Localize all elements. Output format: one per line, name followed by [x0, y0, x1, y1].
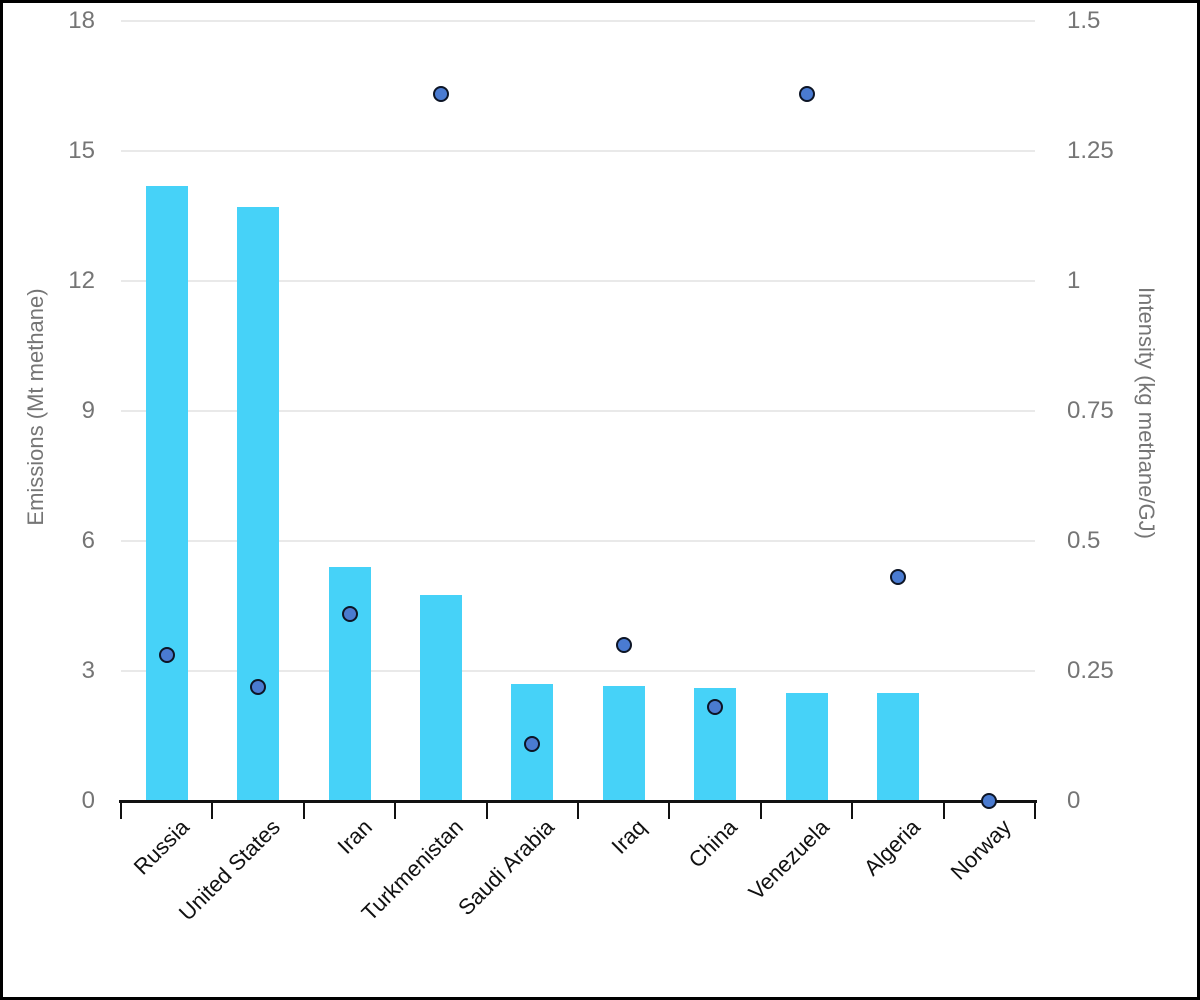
intensity-marker-iraq [615, 637, 632, 653]
x-axis-tick [942, 801, 945, 819]
gridline [121, 410, 1035, 412]
intensity-marker-turkmenistan [432, 85, 449, 102]
left-axis-tick-label: 18 [68, 7, 95, 34]
right-axis-title: Intensity (kg methane/GJ) [1134, 287, 1159, 539]
category-label-iran: Iran [331, 814, 377, 859]
x-axis-tick [1034, 801, 1036, 819]
x-axis-tick [120, 801, 122, 819]
intensity-marker-norway [981, 793, 998, 809]
bar-russia [145, 185, 188, 801]
right-axis-tick-label: 0 [1067, 787, 1081, 814]
bar-turkmenistan [419, 595, 462, 801]
bar-venezuela [785, 692, 828, 801]
left-axis-tick-label: 9 [81, 397, 95, 424]
x-axis-tick [394, 801, 397, 819]
intensity-marker-china [707, 699, 724, 716]
x-axis-tick [759, 801, 762, 819]
category-label-venezuela: Venezuela [743, 814, 834, 905]
category-label-iraq: Iraq [606, 814, 651, 859]
right-axis-tick-label: 1 [1067, 267, 1081, 294]
category-label-russia: Russia [128, 814, 194, 880]
left-axis-tick-label: 12 [68, 267, 95, 294]
intensity-marker-russia [158, 647, 175, 664]
gridline [121, 670, 1035, 672]
bar-united-states [237, 207, 280, 801]
x-axis-tick [668, 801, 671, 819]
bar-iraq [602, 686, 645, 801]
right-axis-tick-label: 1.25 [1067, 137, 1114, 164]
gridline [121, 280, 1035, 282]
gridline [121, 540, 1035, 542]
intensity-marker-united-states [250, 678, 267, 695]
category-label-saudi-arabia: Saudi Arabia [453, 814, 560, 921]
category-label-norway: Norway [945, 814, 1017, 885]
right-axis-tick-label: 0.25 [1067, 657, 1114, 684]
left-axis-tick-label: 0 [81, 787, 95, 814]
right-axis-tick-label: 0.75 [1067, 397, 1114, 424]
intensity-marker-algeria [889, 569, 906, 586]
left-axis-tick-label: 3 [81, 657, 95, 684]
gridline [121, 20, 1035, 22]
x-axis-tick [577, 801, 579, 819]
category-label-algeria: Algeria [858, 814, 925, 881]
intensity-marker-iran [341, 605, 358, 622]
right-axis-tick-label: 0.5 [1067, 527, 1101, 554]
left-axis-tick-label: 15 [68, 137, 95, 164]
x-axis-tick [302, 801, 305, 819]
x-axis-tick [851, 801, 854, 819]
gridline [121, 150, 1035, 152]
intensity-marker-venezuela [798, 85, 815, 102]
bar-iran [328, 567, 371, 801]
intensity-marker-saudi-arabia [524, 735, 541, 752]
category-label-china: China [683, 814, 743, 873]
right-axis-tick-label: 1.5 [1067, 7, 1101, 34]
x-axis-tick [211, 801, 214, 819]
x-axis-tick [485, 801, 488, 819]
left-axis-tick-label: 6 [81, 527, 95, 554]
bar-algeria [876, 692, 919, 801]
